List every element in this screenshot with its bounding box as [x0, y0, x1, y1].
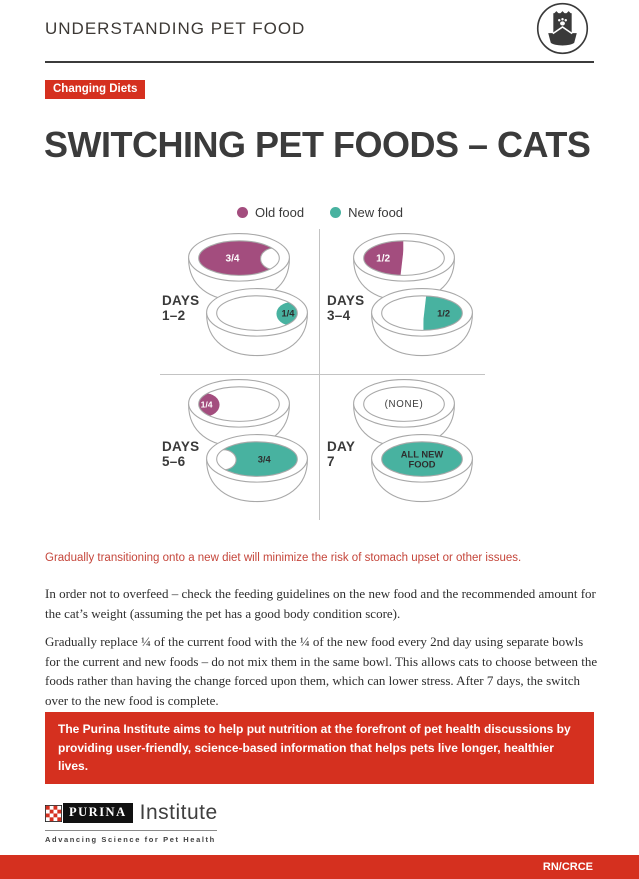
legend-new-food: New food	[330, 205, 403, 220]
document-code: RN/CRCE	[542, 861, 593, 873]
quadrant-label: DAY 7	[327, 439, 356, 470]
highlight-sentence: Gradually transitioning onto a new diet …	[45, 552, 522, 564]
svg-text:1/4: 1/4	[201, 400, 213, 410]
pet-food-bowl-icon	[536, 2, 589, 60]
new-food-bowl-full: ALL NEW FOOD	[371, 434, 473, 503]
paragraph-1: In order not to overfeed – check the fee…	[45, 586, 596, 621]
quadrant-day-7: DAY 7 (NONE) ALL NEW FOOD	[320, 374, 485, 520]
purina-institute-info-box: The Purina Institute aims to help put nu…	[45, 712, 594, 784]
header-divider	[45, 61, 594, 63]
quadrant-days-1-2: DAYS 1–2 3/4	[155, 228, 320, 374]
institute-wordmark: Institute	[139, 801, 218, 824]
quadrant-label: DAYS 1–2	[162, 293, 200, 324]
footer-divider	[45, 830, 217, 831]
paragraph-2: Gradually replace ¼ of the current food …	[45, 634, 598, 708]
legend-old-food: Old food	[236, 205, 305, 220]
svg-text:FOOD: FOOD	[409, 460, 436, 470]
svg-text:1/4: 1/4	[281, 309, 295, 319]
quadrant-days-3-4: DAYS 3–4 1/2	[320, 228, 485, 374]
old-food-dot-icon	[236, 207, 248, 218]
footer-logo-block: PURINA Institute Advancing Science for P…	[45, 801, 218, 844]
transition-diagram: DAYS 1–2 3/4	[155, 228, 485, 520]
new-food-dot-icon	[330, 207, 342, 218]
purina-wordmark: PURINA	[63, 803, 133, 823]
document-code-bar: RN/CRCE	[0, 855, 639, 879]
svg-text:1/2: 1/2	[376, 254, 390, 265]
footer-tagline: Advancing Science for Pet Health	[45, 835, 216, 844]
quadrant-days-5-6: DAYS 5–6 1/4	[155, 374, 320, 520]
new-food-bowl: 1/4	[206, 288, 308, 357]
legend: Old food New food	[155, 205, 485, 220]
legend-new-food-label: New food	[348, 205, 404, 220]
quadrant-label: DAYS 3–4	[327, 293, 365, 324]
new-food-bowl: 1/2	[371, 288, 473, 357]
purina-checkerboard-icon	[45, 804, 62, 822]
old-food-bowl-empty: (NONE)	[353, 379, 455, 448]
svg-text:(NONE): (NONE)	[385, 399, 424, 410]
page-header-title: UNDERSTANDING PET FOOD	[45, 19, 306, 38]
svg-text:3/4: 3/4	[226, 254, 240, 265]
category-badge: Changing Diets	[45, 80, 146, 99]
svg-text:3/4: 3/4	[258, 455, 272, 465]
svg-text:ALL NEW: ALL NEW	[401, 450, 444, 460]
svg-text:1/2: 1/2	[437, 309, 450, 319]
page-title: SWITCHING PET FOODS – CATS	[44, 124, 591, 165]
quadrant-label: DAYS 5–6	[162, 439, 200, 470]
legend-old-food-label: Old food	[254, 205, 305, 220]
info-box-text: The Purina Institute aims to help put nu…	[58, 722, 571, 774]
new-food-bowl: 3/4	[206, 434, 308, 503]
diagram-horizontal-divider	[160, 374, 485, 375]
